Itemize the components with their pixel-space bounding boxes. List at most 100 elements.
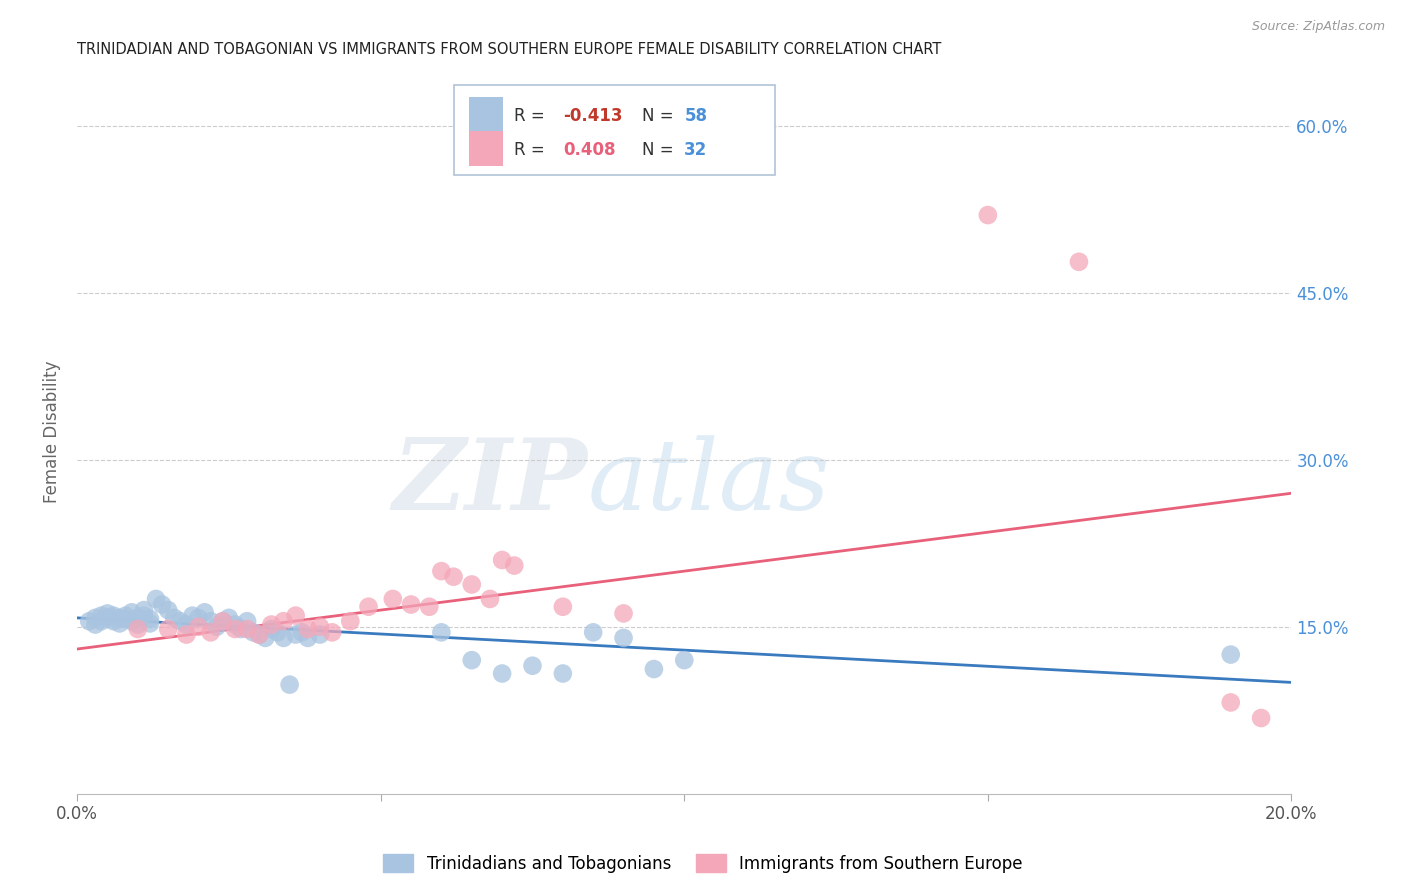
Point xyxy=(187,611,209,625)
Point xyxy=(339,614,361,628)
Text: R =: R = xyxy=(515,107,550,125)
Point xyxy=(418,599,440,614)
Text: Source: ZipAtlas.com: Source: ZipAtlas.com xyxy=(1251,20,1385,33)
Point xyxy=(224,622,246,636)
Point xyxy=(612,631,634,645)
Point xyxy=(491,666,513,681)
Point xyxy=(187,620,209,634)
Point xyxy=(157,622,180,636)
Point xyxy=(266,625,288,640)
Text: N =: N = xyxy=(641,107,679,125)
Point xyxy=(163,611,186,625)
Text: N =: N = xyxy=(641,141,679,159)
FancyBboxPatch shape xyxy=(454,85,775,176)
Point xyxy=(643,662,665,676)
Point xyxy=(176,627,198,641)
Point xyxy=(236,622,259,636)
Point xyxy=(127,622,149,636)
Point xyxy=(108,616,131,631)
Point xyxy=(522,658,544,673)
Point xyxy=(84,611,107,625)
Text: TRINIDADIAN AND TOBAGONIAN VS IMMIGRANTS FROM SOUTHERN EUROPE FEMALE DISABILITY : TRINIDADIAN AND TOBAGONIAN VS IMMIGRANTS… xyxy=(77,42,942,57)
Point xyxy=(132,603,155,617)
Point xyxy=(309,620,332,634)
Point xyxy=(114,612,136,626)
Point xyxy=(273,614,295,628)
Point xyxy=(229,622,252,636)
Text: ZIP: ZIP xyxy=(392,434,588,531)
Point xyxy=(297,631,319,645)
Point xyxy=(181,608,204,623)
Text: R =: R = xyxy=(515,141,550,159)
Point xyxy=(612,607,634,621)
Point xyxy=(121,614,143,628)
Point xyxy=(399,598,422,612)
Point xyxy=(242,625,264,640)
Point xyxy=(291,625,314,640)
Point xyxy=(461,653,484,667)
Point xyxy=(977,208,1000,222)
Point xyxy=(139,612,162,626)
Point xyxy=(114,608,136,623)
Point xyxy=(200,625,222,640)
Point xyxy=(1219,648,1241,662)
Point xyxy=(260,617,283,632)
Point xyxy=(297,622,319,636)
Point xyxy=(139,616,162,631)
Text: -0.413: -0.413 xyxy=(562,107,623,125)
Point xyxy=(90,608,112,623)
Point xyxy=(503,558,526,573)
Point xyxy=(273,631,295,645)
Point xyxy=(96,611,118,625)
Point xyxy=(491,553,513,567)
Point xyxy=(127,611,149,625)
Point xyxy=(84,617,107,632)
Point xyxy=(211,614,233,628)
Point xyxy=(278,678,301,692)
Point xyxy=(321,625,343,640)
Point xyxy=(176,617,198,632)
Point xyxy=(211,614,233,628)
Point xyxy=(218,611,240,625)
Point xyxy=(145,591,167,606)
Point xyxy=(430,625,453,640)
Point xyxy=(1250,711,1272,725)
Point xyxy=(108,611,131,625)
Point xyxy=(551,666,574,681)
Point xyxy=(205,620,228,634)
Point xyxy=(169,614,191,628)
Point xyxy=(1219,695,1241,709)
Point xyxy=(673,653,696,667)
Text: 32: 32 xyxy=(685,141,707,159)
Point xyxy=(224,617,246,632)
Point xyxy=(103,614,125,628)
Point xyxy=(430,564,453,578)
Text: atlas: atlas xyxy=(588,435,830,531)
Point xyxy=(284,608,307,623)
Point xyxy=(1067,255,1090,269)
Point xyxy=(77,614,100,628)
Point xyxy=(381,591,404,606)
Point xyxy=(90,614,112,628)
Text: 58: 58 xyxy=(685,107,707,125)
Point xyxy=(96,607,118,621)
Point xyxy=(284,627,307,641)
Point xyxy=(103,608,125,623)
Point xyxy=(254,631,277,645)
Point xyxy=(132,608,155,623)
Point xyxy=(357,599,380,614)
Legend: Trinidadians and Tobagonians, Immigrants from Southern Europe: Trinidadians and Tobagonians, Immigrants… xyxy=(377,847,1029,880)
Point xyxy=(461,577,484,591)
Point xyxy=(247,627,270,641)
Point xyxy=(309,627,332,641)
Point xyxy=(478,591,501,606)
Point xyxy=(260,622,283,636)
FancyBboxPatch shape xyxy=(470,131,503,166)
Point xyxy=(121,605,143,619)
FancyBboxPatch shape xyxy=(470,97,503,132)
Text: 0.408: 0.408 xyxy=(562,141,616,159)
Point xyxy=(150,598,173,612)
Point xyxy=(443,570,465,584)
Point xyxy=(247,627,270,641)
Point xyxy=(582,625,605,640)
